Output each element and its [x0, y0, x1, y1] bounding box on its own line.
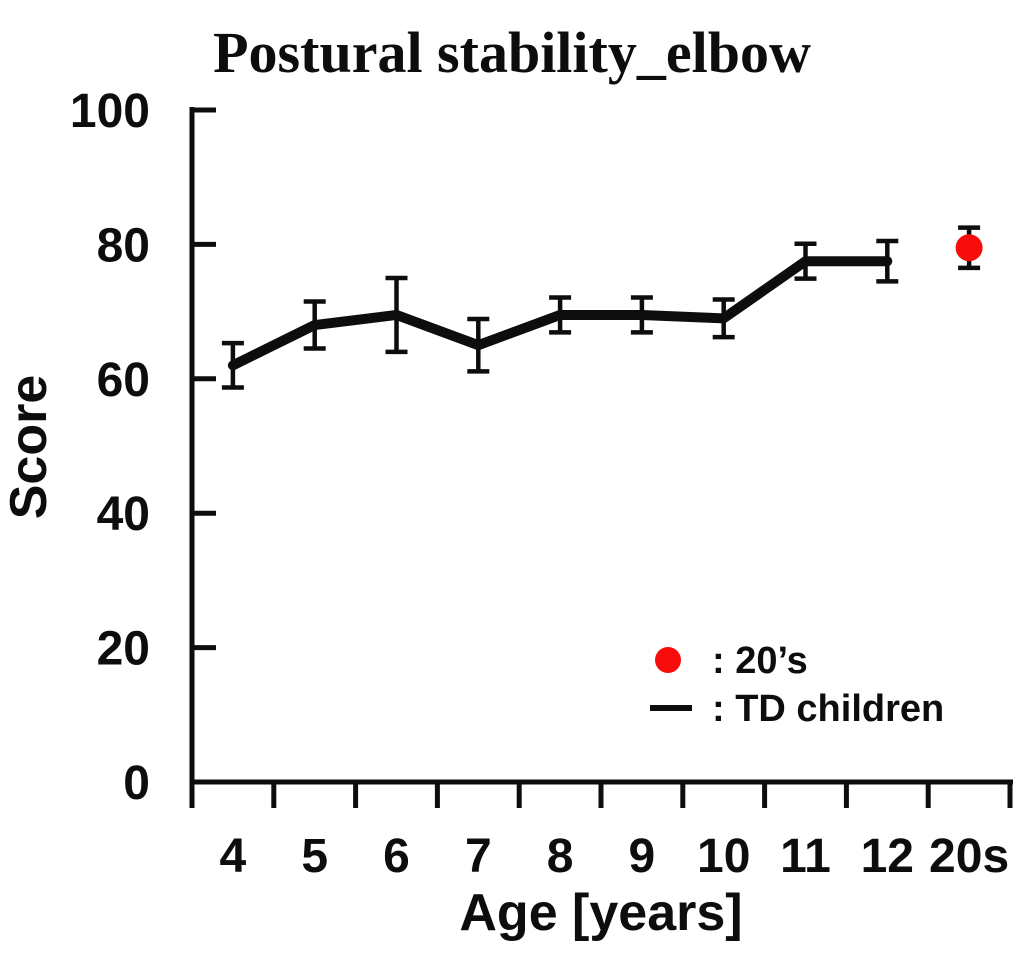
y-tick-label: 40	[97, 488, 150, 541]
y-axis-label: Score	[0, 375, 58, 520]
legend: : 20’s : TD children	[650, 640, 944, 730]
x-tick-label: 10	[697, 830, 750, 883]
x-tick-label: 7	[465, 830, 492, 883]
x-tick-label: 5	[301, 830, 328, 883]
legend-label: : TD children	[712, 688, 944, 730]
x-axis-label: Age [years]	[459, 884, 742, 942]
x-tick-label: 20s	[929, 830, 1009, 883]
legend-dot-icon	[655, 647, 681, 673]
y-tick-label: 80	[97, 219, 150, 272]
x-tick-label: 11	[780, 830, 831, 883]
y-tick-label: 20	[97, 623, 150, 676]
chart-title: Postural stability_elbow	[213, 20, 811, 85]
y-tick-label: 0	[123, 757, 150, 810]
axes: 0 20 40 60 80 100 4 5 6 7 8 9 10 11 12 20s	[70, 85, 1013, 883]
y-tick-label: 60	[97, 354, 150, 407]
series-layer	[221, 225, 983, 390]
x-tick-label: 9	[629, 830, 656, 883]
x-tick-label: 12	[861, 830, 914, 883]
y-tick-label: 100	[70, 85, 150, 138]
legend-label: : 20’s	[712, 640, 808, 682]
series-point-20s	[955, 234, 983, 262]
series-line-td-children	[227, 256, 893, 371]
x-tick-label: 4	[220, 830, 247, 883]
x-tick-label: 8	[547, 830, 574, 883]
x-tick-label: 6	[383, 830, 410, 883]
